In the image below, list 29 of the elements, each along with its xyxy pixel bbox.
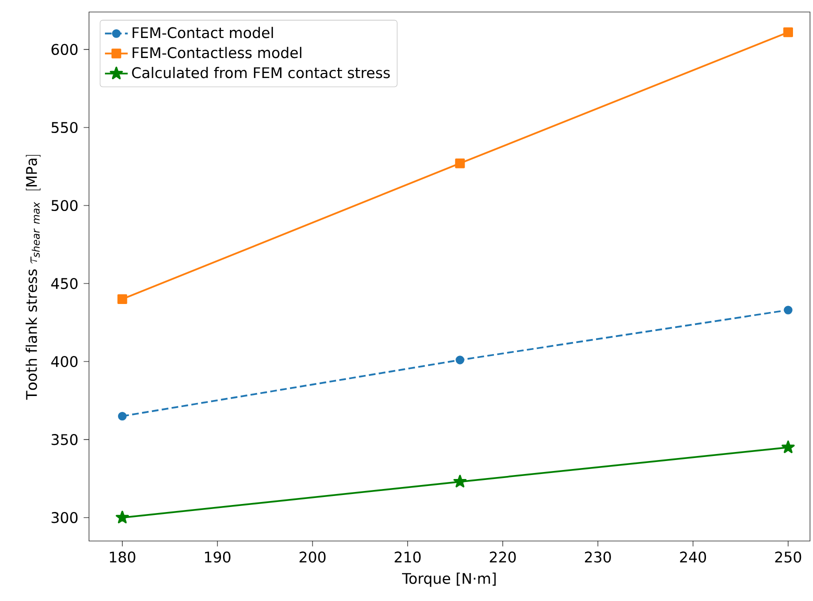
x-axis-title: Torque [N·m] bbox=[402, 572, 496, 587]
x-tick-label: 240 bbox=[680, 552, 706, 563]
point bbox=[453, 474, 467, 488]
y-tick-label: 400 bbox=[51, 356, 78, 368]
point bbox=[118, 412, 127, 420]
point bbox=[784, 306, 792, 314]
x-tick-label: 210 bbox=[394, 552, 421, 563]
point bbox=[116, 510, 129, 524]
point bbox=[783, 27, 794, 38]
y-tick-label: 350 bbox=[52, 434, 78, 446]
x-tick-label: 180 bbox=[110, 552, 136, 563]
point bbox=[455, 158, 465, 168]
point bbox=[782, 440, 795, 454]
x-tick-label: 220 bbox=[490, 552, 516, 563]
y-tick-label: 600 bbox=[52, 44, 78, 55]
y-tick-label: 450 bbox=[51, 278, 78, 290]
point bbox=[456, 356, 464, 364]
x-tick-label: 190 bbox=[205, 552, 230, 563]
y-tick-label: 500 bbox=[52, 200, 78, 212]
legend-label: FEM-Contactless model bbox=[132, 46, 302, 58]
x-tick-label: 250 bbox=[775, 552, 802, 563]
x-tick-label: 230 bbox=[584, 552, 611, 563]
y-tick-label: 550 bbox=[52, 122, 78, 134]
legend-label: Calculated from FEM contact stress bbox=[132, 66, 390, 78]
point bbox=[117, 294, 128, 304]
legend-label: FEM-Contact model bbox=[132, 26, 273, 38]
y-tick-label: 300 bbox=[52, 512, 78, 524]
x-tick-label: 200 bbox=[300, 552, 326, 563]
y-axis-title: $\mathrm{Tooth\ flank\ stress}\ \tau_{\mathit{shear\ max}}\ \ [\mathrm{MPa}]$ bbox=[26, 155, 40, 400]
